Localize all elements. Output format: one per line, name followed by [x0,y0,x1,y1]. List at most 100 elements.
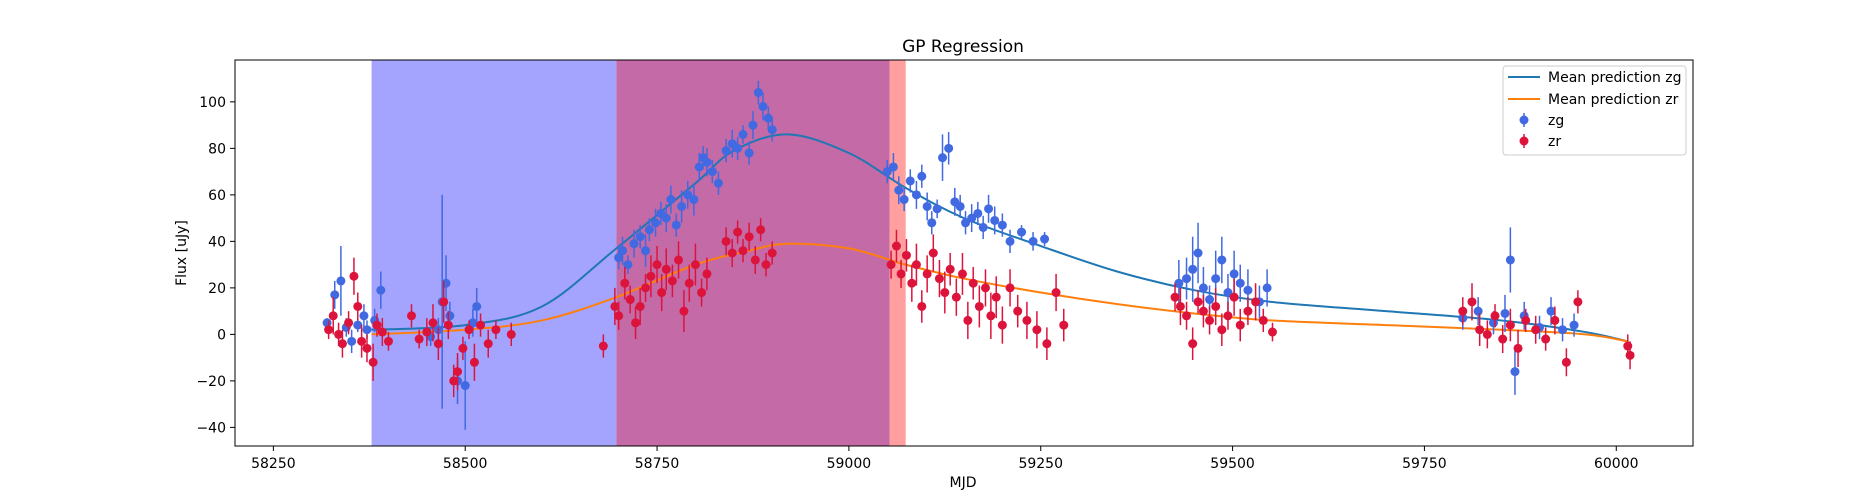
data-point-zg-21 [618,236,628,265]
data-point-zr-78 [997,306,1007,344]
data-point-zr-59 [891,229,901,263]
data-point-zr-94 [1217,313,1227,347]
data-point-zr-114 [1561,348,1571,377]
data-point-zr-54 [750,246,760,274]
data-point-zr-110 [1521,308,1531,333]
data-point-zg-38 [707,159,717,184]
data-point-zr-64 [917,290,927,323]
data-point-zr-14 [406,304,416,328]
data-point-zr-96 [1229,278,1239,316]
shaded-region-1 [371,60,617,446]
data-point-zr-74 [974,285,984,328]
legend-label-zr: zr [1548,134,1561,150]
data-point-zr-88 [1182,301,1192,330]
data-point-zr-83 [1042,327,1052,360]
data-point-zr-41 [661,248,671,291]
data-point-zg-66 [973,201,983,226]
data-point-zr-61 [901,239,911,272]
data-point-zr-115 [1573,290,1583,314]
data-point-zr-40 [657,273,667,312]
data-point-zr-66 [928,234,938,272]
data-point-zr-53 [744,222,754,251]
data-point-zr-111 [1531,315,1541,344]
data-point-zg-61 [944,132,954,165]
data-point-zr-33 [620,266,630,300]
data-point-zg-22 [623,255,633,274]
data-point-zg-32 [677,190,687,223]
y-tick-label: −40 [196,420,226,436]
data-point-zr-113 [1550,306,1560,335]
data-point-zg-19 [472,287,482,326]
data-point-zg-67 [978,215,988,240]
data-point-zg-71 [1005,229,1015,253]
data-point-zr-79 [1005,269,1015,307]
data-point-zr-101 [1267,322,1277,342]
data-point-zr-73 [968,266,978,300]
y-tick-label: 0 [217,327,226,343]
data-point-zr-57 [767,241,777,265]
data-point-zg-53 [899,187,909,212]
data-point-zg-52 [894,176,904,205]
data-point-zr-106 [1490,304,1500,328]
y-tick-label: 60 [208,188,226,204]
mean-prediction-line-zg [371,133,1628,343]
data-point-zr-75 [980,269,990,307]
data-point-zg-95 [1519,301,1529,330]
data-point-zg-77 [1188,236,1198,302]
data-point-zr-22 [453,352,463,391]
data-point-zg-85 [1235,264,1245,302]
data-point-zr-108 [1505,308,1515,342]
data-point-zr-23 [458,336,468,360]
data-point-zr-30 [598,334,608,358]
data-point-zg-51 [888,153,898,181]
data-point-zg-34 [689,183,699,216]
data-point-zg-88 [1262,269,1272,307]
data-point-zr-18 [433,327,443,360]
data-point-zg-44 [744,141,754,165]
data-point-zr-93 [1211,287,1221,326]
data-point-zg-78 [1193,222,1203,284]
data-point-zg-55 [911,180,921,209]
plot-area-frame [234,59,1694,447]
data-point-zg-7 [359,304,369,328]
data-point-zg-2 [330,280,340,309]
legend-label-mean-zg: Mean prediction zg [1548,70,1682,86]
data-point-zr-99 [1251,283,1261,321]
data-point-zr-87 [1175,287,1185,326]
data-point-zg-63 [955,194,965,219]
x-axis-label: MJD [950,475,977,491]
legend-label-mean-zr: Mean prediction zr [1548,92,1679,108]
data-point-zg-68 [984,194,994,223]
data-point-zr-28 [491,320,501,340]
data-point-zr-105 [1482,320,1492,349]
data-point-zr-37 [641,273,651,302]
data-point-zg-54 [905,169,915,193]
data-point-zr-84 [1051,273,1061,312]
x-tick-label: 59250 [1018,456,1063,472]
data-point-zr-69 [945,253,955,286]
x-tick-label: 58750 [635,456,680,472]
data-point-zr-29 [506,322,516,347]
data-point-zr-15 [414,329,424,349]
y-tick-label: −20 [196,374,226,390]
data-point-zr-98 [1243,297,1253,326]
data-point-zg-30 [666,185,676,214]
data-point-zg-29 [661,204,671,233]
data-point-zr-72 [963,301,973,340]
data-point-zr-103 [1467,283,1477,321]
data-point-zr-90 [1193,290,1203,314]
data-point-zg-56 [917,164,927,188]
data-point-zg-42 [733,136,743,160]
x-axis: 58250 58500 58750 59000 59250 59500 59750 60000 [251,446,1639,472]
mean-prediction-line-zr [371,242,1628,343]
data-point-zg-64 [961,211,971,235]
data-point-zr-56 [761,253,771,277]
data-point-zr-45 [684,264,694,302]
y-axis: −40 −20 0 20 40 60 80 100 [196,95,235,436]
data-point-zg-76 [1182,257,1192,300]
legend-label-zg: zg [1548,113,1564,129]
data-point-zr-10 [368,343,378,381]
y-tick-label: 100 [199,95,226,111]
data-point-zr-70 [951,278,961,316]
data-point-zg-58 [927,211,937,235]
